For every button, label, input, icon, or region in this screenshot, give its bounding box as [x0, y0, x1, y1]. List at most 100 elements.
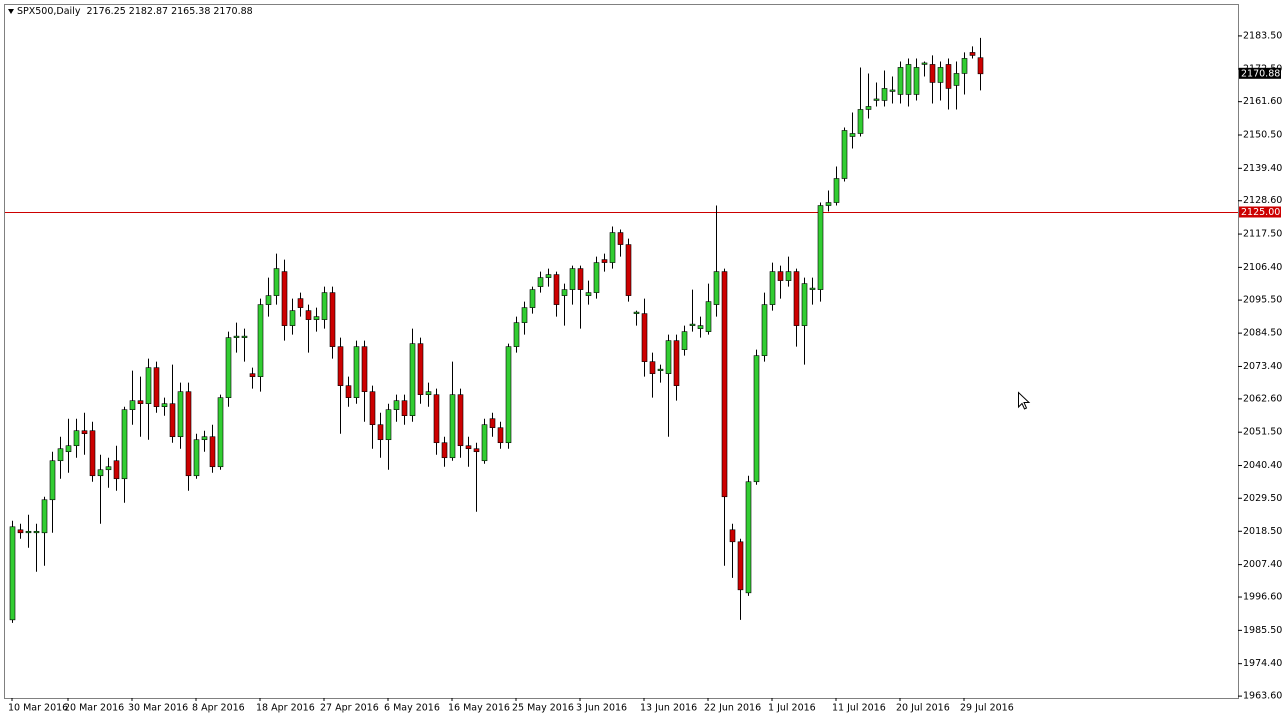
candle-body-down: [361, 346, 368, 392]
candle-body-up: [753, 355, 760, 483]
candle-body-down: [329, 292, 336, 347]
candle-body-down: [433, 394, 440, 444]
y-tick-label: 2106.40: [1243, 262, 1282, 273]
marks: 2183.502172.502161.602150.502139.402128.…: [5, 30, 1282, 714]
candle-body-down: [721, 271, 728, 498]
candle-body-up: [145, 367, 152, 404]
candle-body-up: [889, 89, 896, 92]
candle-body-up: [161, 403, 168, 407]
y-tick-label: 2007.40: [1243, 559, 1282, 570]
candle-body-up: [937, 67, 944, 83]
mouse-cursor: [1018, 391, 1031, 410]
candle-body-up: [609, 232, 616, 263]
x-tick-label: 20 Jul 2016: [896, 703, 950, 714]
candle-body-down: [625, 244, 632, 296]
last-price-box: [1239, 67, 1281, 79]
candle-body-up: [697, 325, 704, 329]
y-tick-label: 2150.50: [1243, 129, 1282, 140]
last-price-label: 2170.88: [1241, 68, 1280, 79]
y-tick-label: 2018.50: [1243, 526, 1282, 537]
candle-body-up: [873, 98, 880, 101]
candle-body-up: [9, 526, 16, 621]
x-tick-label: 29 Jul 2016: [960, 703, 1014, 714]
candle-body-down: [137, 400, 144, 404]
level-label-box: [1239, 206, 1281, 218]
y-tick-label: 2040.40: [1243, 460, 1282, 471]
candle-body-up: [881, 88, 888, 101]
candle-body-down: [249, 373, 256, 377]
candle-body-up: [41, 499, 48, 534]
candle-body-up: [409, 343, 416, 416]
candle-body-up: [217, 397, 224, 468]
candle-body-up: [177, 391, 184, 438]
candle-body-up: [233, 335, 240, 338]
candle-body-up: [49, 460, 56, 501]
candle-body-up: [913, 67, 920, 95]
y-tick-label: 2139.40: [1243, 163, 1282, 174]
x-tick-label: 11 Jul 2016: [832, 703, 886, 714]
candle-body-down: [369, 391, 376, 426]
candle-body-up: [761, 304, 768, 356]
x-tick-label: 18 Apr 2016: [256, 703, 315, 714]
candle-body-down: [497, 427, 504, 444]
y-tick-label: 2117.50: [1243, 229, 1282, 240]
y-tick-label: 1996.60: [1243, 592, 1282, 603]
candle-body-down: [945, 64, 952, 89]
candle-body-up: [809, 287, 816, 290]
last-close: 2170.88: [213, 6, 253, 17]
candle-body-down: [185, 391, 192, 477]
candle-body-up: [801, 283, 808, 326]
candle-body-up: [105, 466, 112, 471]
candle-body-down: [401, 400, 408, 416]
candle-body-up: [769, 271, 776, 305]
candle-body-down: [553, 274, 560, 305]
candle-body-down: [465, 445, 472, 450]
candle-body-down: [345, 385, 352, 398]
plot-frame: [4, 4, 1239, 699]
candle-body-up: [25, 530, 32, 534]
candle-body-up: [825, 202, 832, 206]
candle-body-up: [193, 439, 200, 477]
y-tick-label: 2051.50: [1243, 427, 1282, 438]
candle-body-up: [121, 409, 128, 480]
menu-triangle[interactable]: [8, 9, 14, 14]
candle-body-down: [729, 529, 736, 543]
x-tick-label: 22 Jun 2016: [704, 703, 761, 714]
candle-body-down: [297, 298, 304, 308]
candle-body-down: [977, 57, 984, 75]
candle-body-down: [641, 313, 648, 362]
candle-body-up: [225, 337, 232, 398]
candle-body-up: [681, 331, 688, 350]
candle-body-up: [921, 62, 928, 65]
candle-body-down: [489, 418, 496, 429]
candle-body-up: [481, 424, 488, 462]
candle-body-up: [313, 316, 320, 320]
candle-body-up: [561, 289, 568, 296]
y-tick-label: 2095.50: [1243, 295, 1282, 306]
y-tick-label: 2073.40: [1243, 361, 1282, 372]
candle-body-down: [777, 271, 784, 281]
x-tick-label: 6 May 2016: [384, 703, 440, 714]
x-tick-label: 16 May 2016: [448, 703, 510, 714]
candle-body-up: [321, 292, 328, 320]
candle-body-down: [169, 403, 176, 438]
x-tick-label: 1 Jul 2016: [768, 703, 816, 714]
candle-body-up: [865, 106, 872, 110]
candle-body-up: [537, 277, 544, 287]
candle-body-down: [17, 529, 24, 534]
candle-body-up: [657, 368, 664, 371]
chart-header: SPX500,Daily 2176.25 2182.87 2165.38 2170.8…: [8, 6, 256, 17]
candle-body-down: [81, 430, 88, 435]
x-tick-label: 27 Apr 2016: [320, 703, 379, 714]
candle-body-down: [577, 268, 584, 290]
candle-body-up: [833, 178, 840, 203]
candle-body-up: [785, 271, 792, 281]
candle-body-up: [257, 304, 264, 377]
y-tick-label: 2161.60: [1243, 96, 1282, 107]
candle-body-down: [153, 367, 160, 407]
last-high: 2182.87: [128, 6, 169, 17]
candle-body-up: [425, 391, 432, 395]
candle-body-up: [713, 271, 720, 305]
candle-body-up: [665, 340, 672, 374]
